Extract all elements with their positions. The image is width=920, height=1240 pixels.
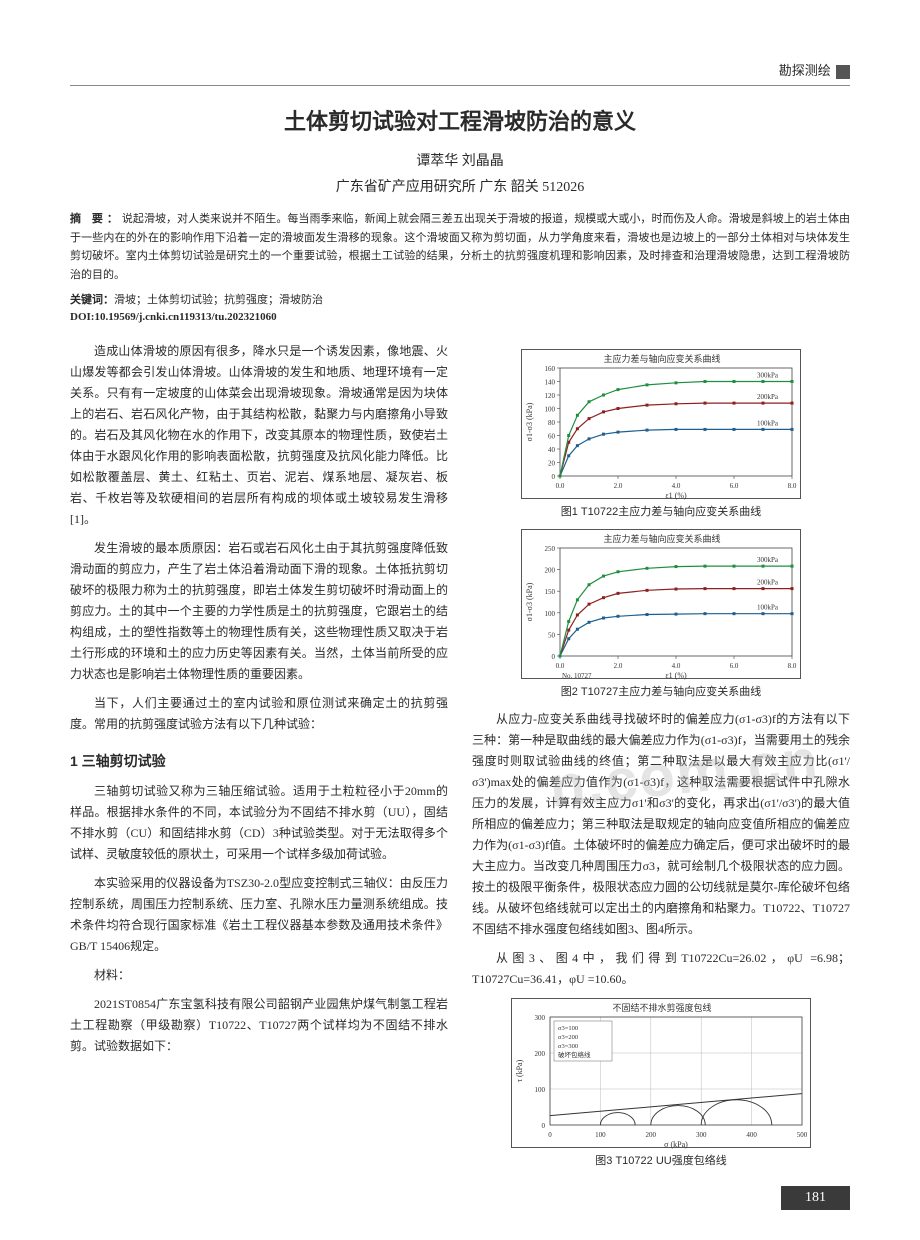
- svg-text:4.0: 4.0: [672, 662, 681, 670]
- svg-text:τ (kPa): τ (kPa): [515, 1059, 524, 1082]
- svg-text:6.0: 6.0: [730, 662, 739, 670]
- svg-text:ε1 (%): ε1 (%): [665, 671, 687, 680]
- svg-text:300kPa: 300kPa: [757, 556, 779, 564]
- svg-text:200: 200: [545, 566, 556, 574]
- abstract: 摘 要：说起滑坡，对人类来说并不陌生。每当雨季来临，新闻上就会隔三差五出现关于滑…: [70, 210, 850, 285]
- abstract-text: 说起滑坡，对人类来说并不陌生。每当雨季来临，新闻上就会隔三差五出现关于滑坡的报道…: [70, 213, 850, 281]
- section-icon: [836, 65, 850, 79]
- keywords-label: 关键词：: [70, 294, 114, 306]
- article-authors: 谭萃华 刘晶晶: [70, 150, 850, 170]
- article-title: 土体剪切试验对工程滑坡防治的意义: [70, 104, 850, 136]
- svg-text:300: 300: [535, 1014, 546, 1022]
- svg-text:主应力差与轴向应变关系曲线: 主应力差与轴向应变关系曲线: [603, 353, 720, 364]
- chart-fig3: 不固结不排水剪强度包线 0 100 200 300 0 100 200 300 400 500 σ (…: [511, 998, 811, 1148]
- svg-text:破坏包络线: 破坏包络线: [558, 1050, 591, 1059]
- chart-fig2: 主应力差与轴向应变关系曲线 0 50 100 150 200 250 0.0 2.0 4.0 6.0…: [521, 529, 801, 679]
- materials-label: 材料：: [70, 965, 448, 986]
- svg-text:100: 100: [595, 1131, 606, 1139]
- svg-text:6.0: 6.0: [730, 482, 739, 490]
- svg-text:150: 150: [545, 588, 556, 596]
- svg-text:300kPa: 300kPa: [757, 371, 779, 379]
- svg-text:140: 140: [545, 378, 556, 386]
- svg-text:σ (kPa): σ (kPa): [664, 1140, 688, 1149]
- right-column: 主应力差与轴向应变关系曲线 0 20 40 60 80 100 120 140 160 0.0 2.0…: [472, 341, 850, 1178]
- svg-text:σ3=300: σ3=300: [558, 1043, 578, 1050]
- doi: DOI:10.19569/j.cnki.cn119313/tu.20232106…: [70, 311, 850, 323]
- para: 三轴剪切试验又称为三轴压缩试验。适用于土粒粒径小于20mm的样品。根据排水条件的…: [70, 781, 448, 865]
- svg-text:100: 100: [545, 405, 556, 413]
- svg-text:2.0: 2.0: [614, 482, 623, 490]
- svg-text:500: 500: [797, 1131, 808, 1139]
- para: 2021ST0854广东宝氢科技有限公司韶钢产业园焦炉煤气制氢工程岩土工程勘察（…: [70, 994, 448, 1057]
- body-columns: 造成山体滑坡的原因有很多，降水只是一个诱发因素，像地震、火山爆发等都会引发山体滑…: [70, 341, 850, 1178]
- svg-text:100kPa: 100kPa: [757, 603, 779, 611]
- svg-text:σ3=100: σ3=100: [558, 1025, 578, 1032]
- svg-text:100: 100: [535, 1086, 546, 1094]
- abstract-label: 摘 要：: [70, 213, 122, 225]
- svg-text:300: 300: [696, 1131, 707, 1139]
- svg-text:8.0: 8.0: [788, 482, 797, 490]
- journal-section-header: 勘探测绘: [70, 60, 850, 86]
- svg-text:8.0: 8.0: [788, 662, 797, 670]
- svg-text:主应力差与轴向应变关系曲线: 主应力差与轴向应变关系曲线: [603, 533, 720, 544]
- para: 当下，人们主要通过土的室内试验和原位测试来确定土的抗剪强度。常用的抗剪强度试验方…: [70, 693, 448, 735]
- para: 从应力-应变关系曲线寻找破坏时的偏差应力(σ1-σ3)f的方法有以下三种：第一种…: [472, 709, 850, 940]
- figure-3: 不固结不排水剪强度包线 0 100 200 300 0 100 200 300 400 500 σ (…: [472, 998, 850, 1148]
- keywords: 关键词：滑坡；土体剪切试验；抗剪强度；滑坡防治: [70, 291, 850, 307]
- svg-text:200: 200: [535, 1050, 546, 1058]
- svg-text:σ1-σ3 (kPa): σ1-σ3 (kPa): [525, 402, 534, 441]
- para: 造成山体滑坡的原因有很多，降水只是一个诱发因素，像地震、火山爆发等都会引发山体滑…: [70, 341, 448, 530]
- svg-text:200kPa: 200kPa: [757, 578, 779, 586]
- chart-fig1: 主应力差与轴向应变关系曲线 0 20 40 60 80 100 120 140 160 0.0 2.0…: [521, 349, 801, 499]
- article-affiliation: 广东省矿产应用研究所 广东 韶关 512026: [70, 176, 850, 196]
- figure-2: 主应力差与轴向应变关系曲线 0 50 100 150 200 250 0.0 2.0 4.0 6.0…: [472, 529, 850, 679]
- svg-text:80: 80: [548, 419, 556, 427]
- figure-1: 主应力差与轴向应变关系曲线 0 20 40 60 80 100 120 140 160 0.0 2.0…: [472, 349, 850, 499]
- svg-text:200: 200: [646, 1131, 657, 1139]
- svg-text:0: 0: [552, 653, 556, 661]
- svg-text:0: 0: [542, 1122, 546, 1130]
- fig3-caption: 图3 T10722 UU强度包络线: [472, 1152, 850, 1168]
- svg-text:ε1 (%): ε1 (%): [665, 491, 687, 500]
- svg-text:0.0: 0.0: [556, 482, 565, 490]
- svg-text:40: 40: [548, 446, 556, 454]
- svg-text:100kPa: 100kPa: [757, 419, 779, 427]
- fig1-caption: 图1 T10722主应力差与轴向应变关系曲线: [472, 503, 850, 519]
- svg-text:50: 50: [548, 631, 556, 639]
- svg-text:160: 160: [545, 365, 556, 373]
- svg-text:σ3=200: σ3=200: [558, 1034, 578, 1041]
- svg-text:不固结不排水剪强度包线: 不固结不排水剪强度包线: [612, 1002, 711, 1013]
- section-label: 勘探测绘: [779, 63, 831, 78]
- svg-text:0.0: 0.0: [556, 662, 565, 670]
- svg-text:400: 400: [746, 1131, 757, 1139]
- svg-text:20: 20: [548, 459, 556, 467]
- svg-text:200kPa: 200kPa: [757, 393, 779, 401]
- svg-text:0: 0: [548, 1131, 552, 1139]
- svg-text:100: 100: [545, 610, 556, 618]
- section-heading-1: 1 三轴剪切试验: [70, 751, 448, 771]
- page-number: 181: [781, 1186, 850, 1210]
- svg-text:0: 0: [552, 473, 556, 481]
- left-column: 造成山体滑坡的原因有很多，降水只是一个诱发因素，像地震、火山爆发等都会引发山体滑…: [70, 341, 448, 1178]
- svg-text:60: 60: [548, 432, 556, 440]
- para: 本实验采用的仪器设备为TSZ30-2.0型应变控制式三轴仪：由反压力控制系统，周…: [70, 873, 448, 957]
- fig2-caption: 图2 T10727主应力差与轴向应变关系曲线: [472, 683, 850, 699]
- para: 发生滑坡的最本质原因：岩石或岩石风化土由于其抗剪强度降低致滑动面的剪应力，产生了…: [70, 538, 448, 685]
- svg-text:250: 250: [545, 545, 556, 553]
- para: 从图3、图4中，我们得到T10722Cu=26.02，φU =6.98；T107…: [472, 948, 850, 990]
- keywords-text: 滑坡；土体剪切试验；抗剪强度；滑坡防治: [114, 294, 323, 306]
- svg-text:4.0: 4.0: [672, 482, 681, 490]
- svg-text:2.0: 2.0: [614, 662, 623, 670]
- svg-text:No. 10727: No. 10727: [562, 672, 592, 680]
- svg-text:120: 120: [545, 392, 556, 400]
- svg-text:σ1-σ3 (kPa): σ1-σ3 (kPa): [525, 582, 534, 621]
